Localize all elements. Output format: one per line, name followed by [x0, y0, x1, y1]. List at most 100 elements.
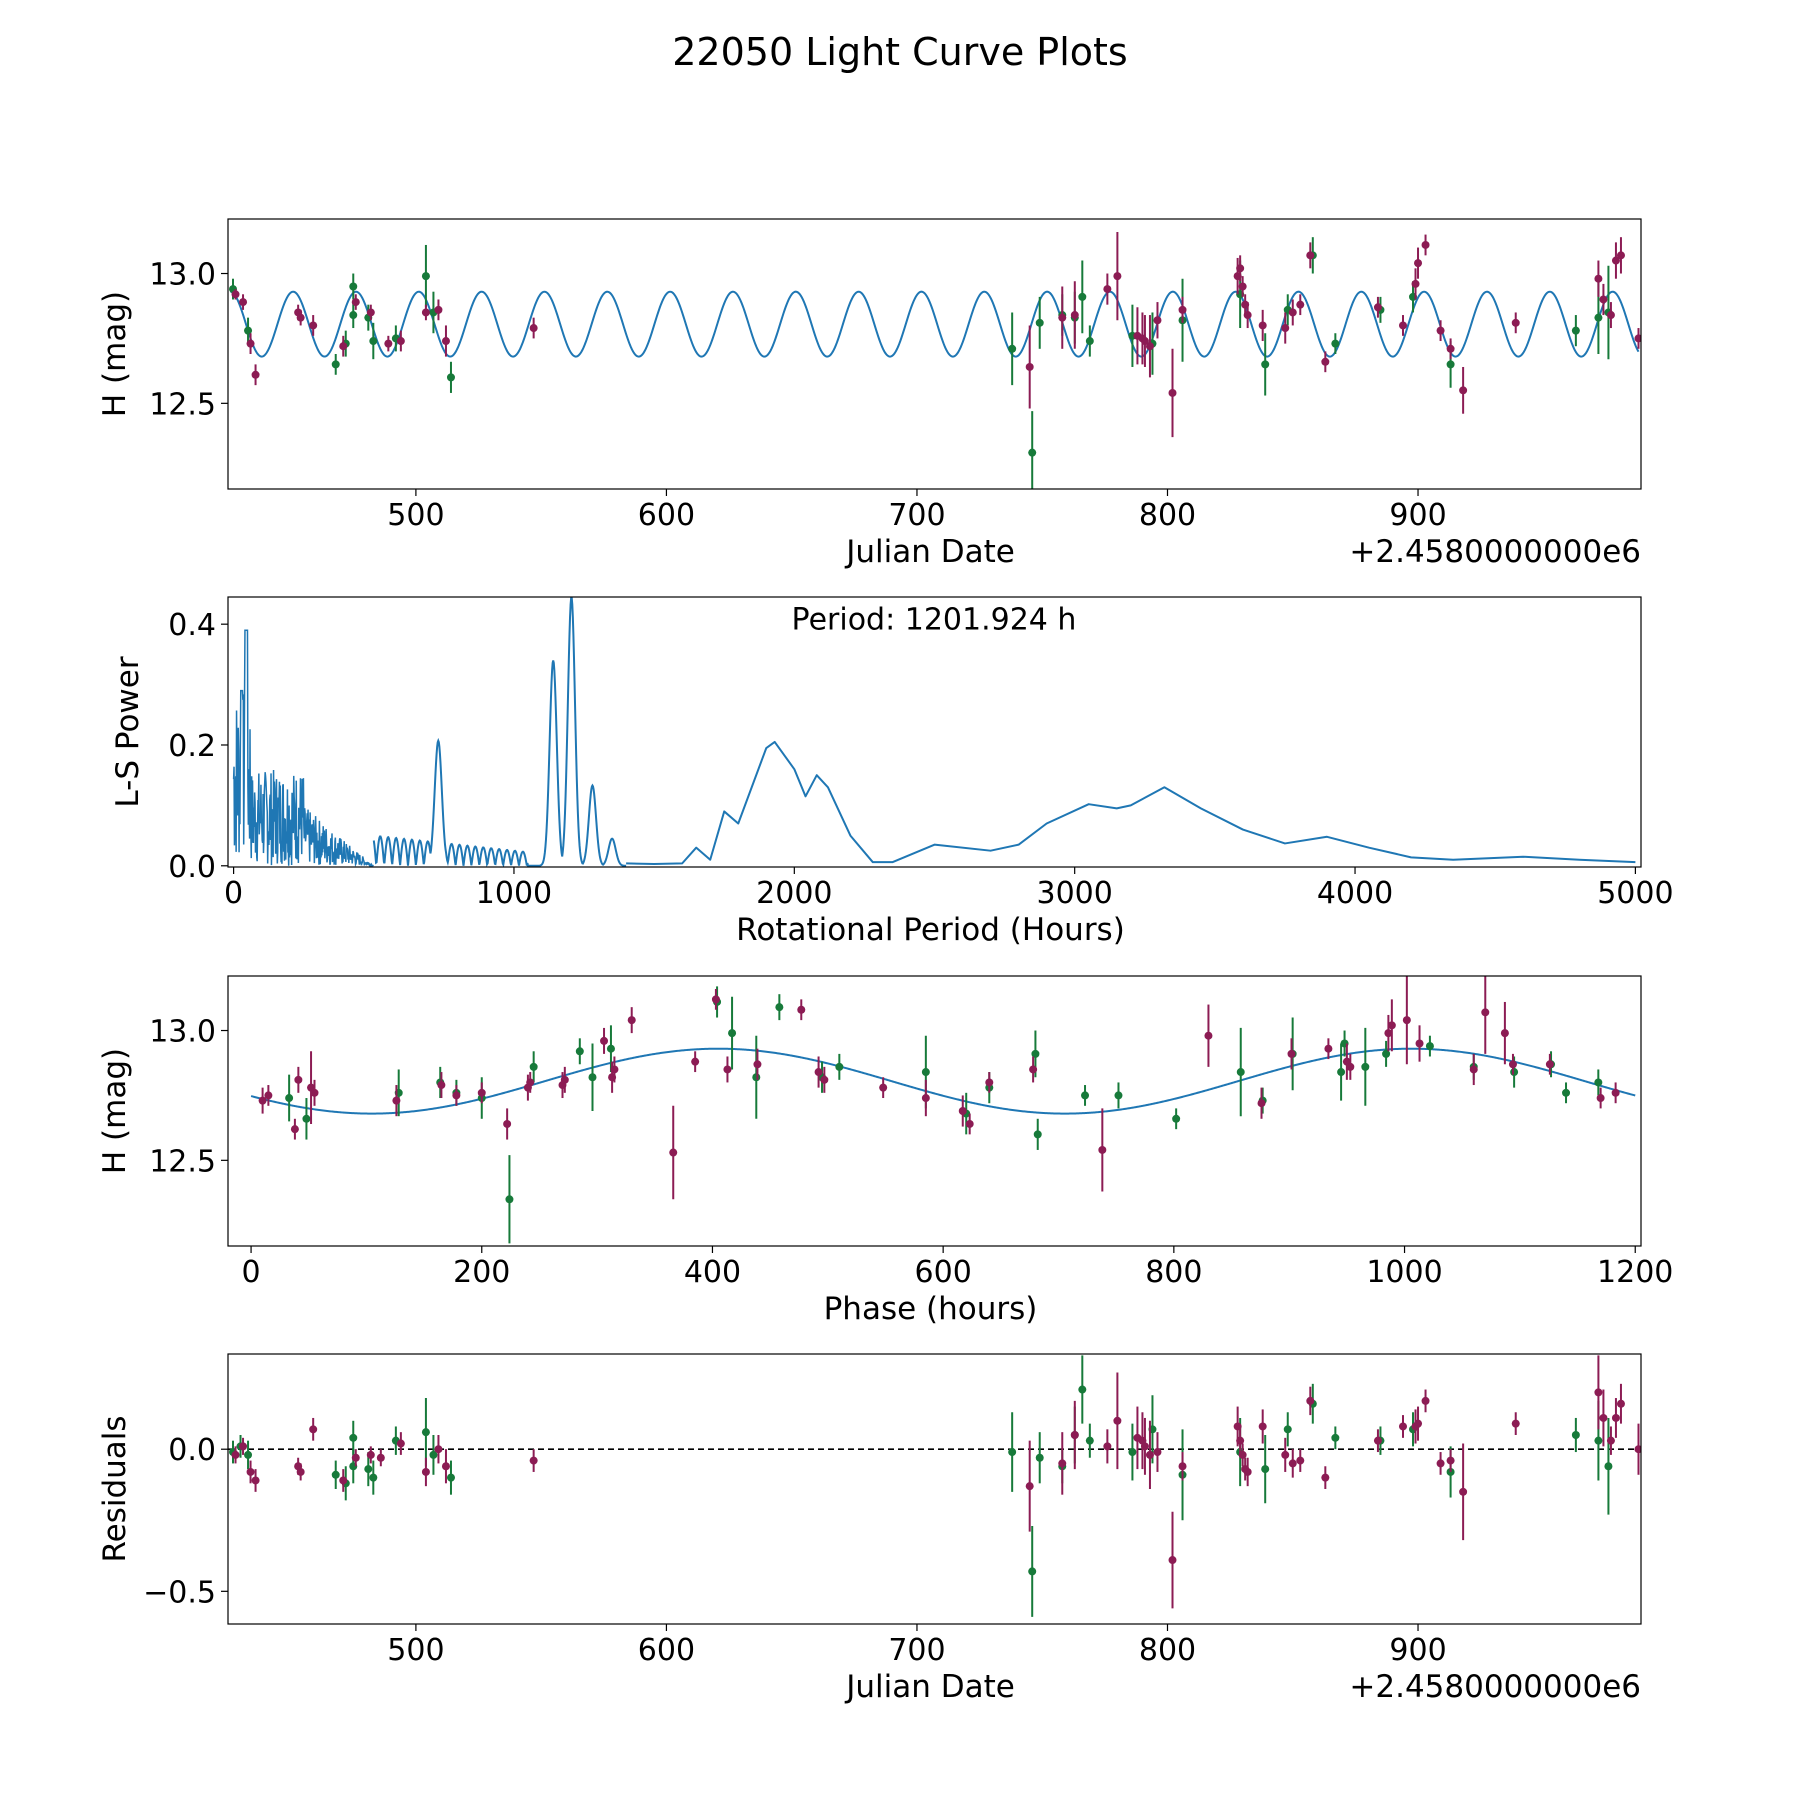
- data-point-purple: [1243, 1467, 1252, 1476]
- data-point-purple: [1236, 264, 1245, 273]
- data-point-purple: [814, 1068, 823, 1077]
- data-point-purple: [1373, 303, 1382, 312]
- data-point-purple: [1113, 272, 1122, 281]
- data-point-purple: [1414, 259, 1423, 268]
- x-tick-label: 800: [1145, 1255, 1202, 1290]
- x-axis-label: Julian Date: [844, 1669, 1015, 1705]
- data-point-green: [302, 1114, 311, 1123]
- data-point-purple: [711, 995, 720, 1004]
- subplot-lightcurve: 500 600 700 800 900 12.5 13.0 Julian Date +2.458…: [97, 218, 1642, 570]
- data-point-green: [1008, 344, 1017, 353]
- data-point-green: [429, 1450, 438, 1459]
- x-tick-label: 2000: [756, 876, 832, 911]
- data-point-purple: [1238, 1450, 1247, 1459]
- data-point-green: [529, 1062, 538, 1071]
- data-point-purple: [1508, 1060, 1517, 1069]
- data-point-purple: [239, 298, 248, 307]
- x-tick-label: 1200: [1597, 1255, 1673, 1290]
- data-point-purple: [1070, 311, 1079, 320]
- data-point-green: [1261, 1465, 1270, 1474]
- data-point-green: [1028, 448, 1037, 457]
- data-point-purple: [1634, 334, 1641, 343]
- data-point-purple: [1594, 1388, 1603, 1397]
- data-point-purple: [1070, 1431, 1079, 1439]
- data-point-purple: [1288, 308, 1297, 317]
- x-tick-label: 700: [888, 498, 945, 533]
- data-point-purple: [309, 1425, 318, 1434]
- data-point-purple: [1384, 1029, 1393, 1038]
- data-point-green: [1078, 1385, 1087, 1394]
- data-point-green: [349, 1433, 358, 1442]
- data-point-purple: [1606, 1436, 1615, 1445]
- data-point-purple: [1258, 321, 1267, 330]
- data-point-purple: [921, 1094, 930, 1103]
- data-point-purple: [437, 1081, 446, 1090]
- data-point-purple: [366, 308, 375, 317]
- x-tick-label: 0: [224, 876, 243, 911]
- data-point-purple: [1287, 1049, 1296, 1058]
- data-point-purple: [965, 1119, 974, 1128]
- data-point-purple: [396, 337, 405, 346]
- data-point-green: [1594, 1436, 1603, 1445]
- plot-area: [250, 976, 1636, 1244]
- data-point-purple: [1025, 362, 1034, 371]
- data-point-green: [1128, 1448, 1137, 1457]
- y-tick-label: 0.4: [168, 608, 216, 643]
- x-tick-label: 500: [387, 498, 444, 533]
- data-point-purple: [1616, 1399, 1625, 1408]
- data-point-purple: [239, 1442, 248, 1451]
- y-tick-label: −0.5: [143, 1575, 216, 1610]
- x-axis-label: Julian Date: [844, 534, 1015, 570]
- data-point-purple: [1178, 305, 1187, 314]
- y-axis-label: L-S Power: [110, 656, 146, 807]
- data-point-purple: [1153, 1448, 1162, 1457]
- data-point-purple: [231, 1450, 240, 1459]
- x-tick-label: 1000: [1366, 1255, 1442, 1290]
- period-annotation: Period: 1201.924 h: [792, 603, 1077, 638]
- data-point-purple: [351, 1453, 360, 1462]
- data-point-green: [575, 1047, 584, 1056]
- data-point-purple: [1145, 342, 1154, 351]
- data-point-purple: [1103, 285, 1112, 294]
- data-point-purple: [1398, 1422, 1407, 1431]
- x-tick-label: 500: [387, 1633, 444, 1668]
- data-point-green: [421, 272, 430, 281]
- data-point-purple: [396, 1439, 405, 1448]
- data-point-green: [1510, 1068, 1519, 1077]
- data-point-purple: [669, 1148, 678, 1157]
- data-point-purple: [1436, 326, 1445, 335]
- plot-area: [228, 1355, 1641, 1617]
- data-point-purple: [309, 321, 318, 330]
- data-point-purple: [392, 1096, 401, 1105]
- data-point-green: [1571, 326, 1580, 335]
- data-point-purple: [1153, 316, 1162, 325]
- y-tick-label: 13.0: [149, 1015, 216, 1050]
- data-point-purple: [351, 298, 360, 307]
- data-point-purple: [1611, 1088, 1620, 1097]
- x-tick-label: 800: [1139, 498, 1196, 533]
- data-point-purple: [1469, 1065, 1478, 1074]
- data-point-purple: [1140, 1442, 1149, 1451]
- data-point-purple: [1236, 1436, 1245, 1445]
- data-point-green: [1078, 292, 1087, 301]
- data-point-purple: [1168, 388, 1177, 397]
- data-point-green: [1031, 1049, 1040, 1058]
- data-point-green: [921, 1068, 930, 1077]
- data-point-purple: [1296, 300, 1305, 309]
- data-point-green: [1571, 1431, 1580, 1439]
- data-point-green: [1085, 1436, 1094, 1445]
- data-point-purple: [264, 1091, 273, 1100]
- data-point-purple: [1481, 1008, 1490, 1017]
- data-point-purple: [1415, 1039, 1424, 1048]
- data-point-green: [364, 1465, 373, 1474]
- data-point-green: [1425, 1042, 1434, 1051]
- data-point-green: [1114, 1091, 1123, 1100]
- data-point-purple: [1296, 1456, 1305, 1465]
- data-point-purple: [246, 339, 255, 348]
- data-point-purple: [1611, 256, 1620, 265]
- data-point-purple: [1058, 313, 1067, 322]
- data-point-green: [1331, 1433, 1340, 1442]
- data-point-purple: [1346, 1062, 1355, 1071]
- data-point-purple: [600, 1036, 609, 1045]
- data-point-green: [1337, 1068, 1346, 1077]
